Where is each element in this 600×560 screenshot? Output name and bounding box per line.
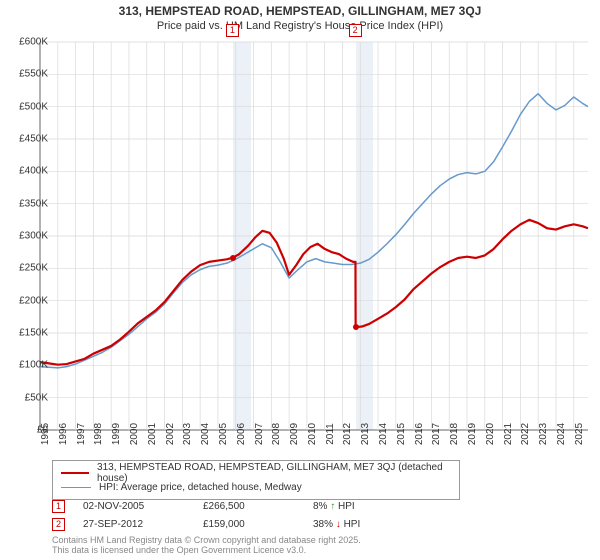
sale-row-marker: 2 xyxy=(52,518,65,531)
sale-row-2: 2 27-SEP-2012£159,00038% ↓ HPI xyxy=(52,516,423,532)
xtick-label: 2011 xyxy=(325,423,336,445)
xtick-label: 2022 xyxy=(520,423,531,445)
xtick-label: 2016 xyxy=(414,423,425,445)
xtick-label: 1997 xyxy=(76,423,87,445)
ytick-label: £250K xyxy=(19,263,48,274)
ytick-label: £50K xyxy=(25,392,48,403)
legend-swatch-property xyxy=(61,472,89,474)
title-block: 313, HEMPSTEAD ROAD, HEMPSTEAD, GILLINGH… xyxy=(0,0,600,32)
sale-marker-1: 1 xyxy=(226,24,239,37)
xtick-label: 2005 xyxy=(218,423,229,445)
plot-svg xyxy=(40,42,588,430)
legend-label-property: 313, HEMPSTEAD ROAD, HEMPSTEAD, GILLINGH… xyxy=(97,462,451,484)
xtick-label: 2007 xyxy=(254,423,265,445)
attribution-line2: This data is licensed under the Open Gov… xyxy=(52,546,361,556)
sale-marker-2: 2 xyxy=(349,24,362,37)
xtick-label: 2003 xyxy=(182,423,193,445)
xtick-label: 1998 xyxy=(93,423,104,445)
ytick-label: £600K xyxy=(19,37,48,48)
chart-container: 313, HEMPSTEAD ROAD, HEMPSTEAD, GILLINGH… xyxy=(0,0,600,560)
xtick-label: 2014 xyxy=(378,423,389,445)
xtick-label: 2021 xyxy=(503,423,514,445)
sale-diff: 38% ↓ HPI xyxy=(313,519,423,530)
xtick-label: 2010 xyxy=(307,423,318,445)
xtick-label: 2001 xyxy=(147,423,158,445)
sale-dot-1 xyxy=(230,255,236,261)
sale-dot-2 xyxy=(353,324,359,330)
sale-date: 27-SEP-2012 xyxy=(83,519,203,530)
xtick-label: 2006 xyxy=(236,423,247,445)
xtick-label: 2025 xyxy=(574,423,585,445)
sale-date: 02-NOV-2005 xyxy=(83,501,203,512)
ytick-label: £300K xyxy=(19,231,48,242)
xtick-label: 1996 xyxy=(58,423,69,445)
sale-diff: 8% ↑ HPI xyxy=(313,501,423,512)
legend: 313, HEMPSTEAD ROAD, HEMPSTEAD, GILLINGH… xyxy=(52,460,460,500)
sale-row-marker: 1 xyxy=(52,500,65,513)
ytick-label: £550K xyxy=(19,69,48,80)
xtick-label: 2008 xyxy=(271,423,282,445)
sale-row-1: 1 02-NOV-2005£266,5008% ↑ HPI xyxy=(52,498,423,514)
xtick-label: 2002 xyxy=(165,423,176,445)
chart-area: 12 xyxy=(40,42,588,430)
xtick-label: 2013 xyxy=(360,423,371,445)
xtick-label: 2018 xyxy=(449,423,460,445)
series-property xyxy=(40,220,588,365)
title-main: 313, HEMPSTEAD ROAD, HEMPSTEAD, GILLINGH… xyxy=(0,4,600,18)
xtick-label: 2020 xyxy=(485,423,496,445)
xtick-label: 2004 xyxy=(200,423,211,445)
xtick-label: 2000 xyxy=(129,423,140,445)
title-sub: Price paid vs. HM Land Registry's House … xyxy=(0,20,600,32)
xtick-label: 2023 xyxy=(538,423,549,445)
ytick-label: £350K xyxy=(19,198,48,209)
legend-label-hpi: HPI: Average price, detached house, Medw… xyxy=(99,482,302,493)
ytick-label: £400K xyxy=(19,166,48,177)
sale-price: £159,000 xyxy=(203,519,313,530)
xtick-label: 2019 xyxy=(467,423,478,445)
xtick-label: 2017 xyxy=(431,423,442,445)
xtick-label: 2015 xyxy=(396,423,407,445)
xtick-label: 2009 xyxy=(289,423,300,445)
legend-row-property: 313, HEMPSTEAD ROAD, HEMPSTEAD, GILLINGH… xyxy=(61,465,451,480)
xtick-label: 2012 xyxy=(342,423,353,445)
ytick-label: £150K xyxy=(19,328,48,339)
ytick-label: £100K xyxy=(19,360,48,371)
xtick-label: 2024 xyxy=(556,423,567,445)
legend-swatch-hpi xyxy=(61,487,91,488)
series-hpi xyxy=(40,94,588,368)
ytick-label: £450K xyxy=(19,134,48,145)
ytick-label: £200K xyxy=(19,295,48,306)
ytick-label: £500K xyxy=(19,101,48,112)
xtick-label: 1999 xyxy=(111,423,122,445)
xtick-label: 1995 xyxy=(40,423,51,445)
attribution: Contains HM Land Registry data © Crown c… xyxy=(52,536,361,556)
sale-price: £266,500 xyxy=(203,501,313,512)
sales-table: 1 02-NOV-2005£266,5008% ↑ HPI 2 27-SEP-2012… xyxy=(52,498,423,534)
